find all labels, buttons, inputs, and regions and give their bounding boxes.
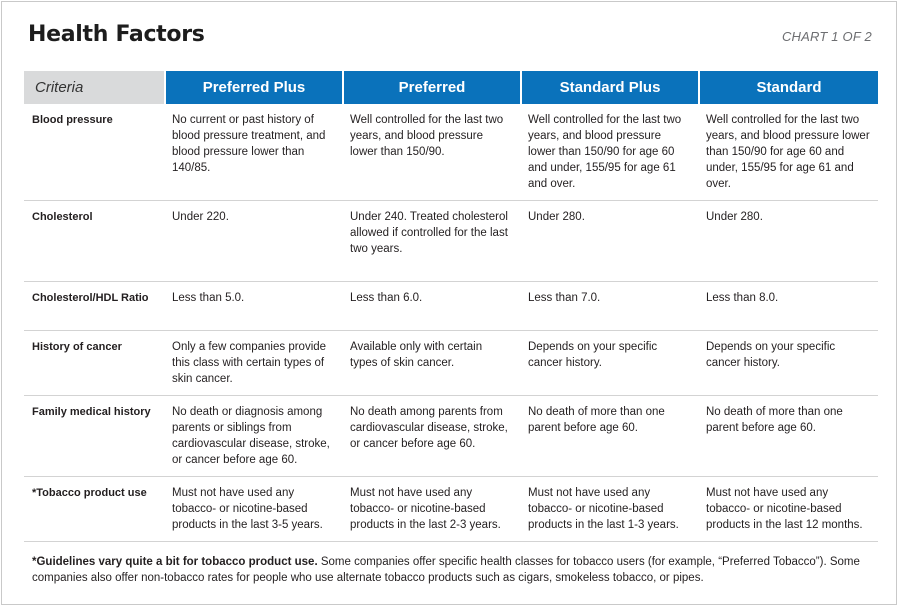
table-cell: Must not have used any tobacco- or nicot… <box>164 477 342 542</box>
table-header-row: Criteria Preferred Plus Preferred Standa… <box>24 71 878 104</box>
table-cell: Under 280. <box>698 201 878 282</box>
table-row: History of cancer Only a few companies p… <box>24 331 878 396</box>
table-cell: No death of more than one parent before … <box>520 396 698 477</box>
table-cell: Only a few companies provide this class … <box>164 331 342 396</box>
table-cell: No current or past history of blood pres… <box>164 104 342 201</box>
table-cell: No death or diagnosis among parents or s… <box>164 396 342 477</box>
row-label: Blood pressure <box>24 104 164 201</box>
table-cell: Depends on your specific cancer history. <box>520 331 698 396</box>
table-row: Blood pressure No current or past histor… <box>24 104 878 201</box>
table-cell: Must not have used any tobacco- or nicot… <box>342 477 520 542</box>
footnote-text: Some companies offer specific health cla… <box>32 556 860 584</box>
table-cell: Depends on your specific cancer history. <box>698 331 878 396</box>
tobacco-footnote: *Guidelines vary quite a bit for tobacco… <box>32 554 872 586</box>
table-cell: Must not have used any tobacco- or nicot… <box>698 477 878 542</box>
table-cell: Under 220. <box>164 201 342 282</box>
table-cell: Well controlled for the last two years, … <box>698 104 878 201</box>
health-factors-table: Criteria Preferred Plus Preferred Standa… <box>24 71 878 542</box>
table-row: Family medical history No death or diagn… <box>24 396 878 477</box>
row-label: Cholesterol <box>24 201 164 282</box>
table-cell: Must not have used any tobacco- or nicot… <box>520 477 698 542</box>
row-label: Cholesterol/HDL Ratio <box>24 282 164 331</box>
row-label: History of cancer <box>24 331 164 396</box>
table-cell: No death of more than one parent before … <box>698 396 878 477</box>
column-header-preferred: Preferred <box>342 71 520 104</box>
column-header-preferred-plus: Preferred Plus <box>164 71 342 104</box>
table-cell: Less than 7.0. <box>520 282 698 331</box>
chart-number-label: CHART 1 OF 2 <box>781 29 872 44</box>
table-cell: No death among parents from cardiovascul… <box>342 396 520 477</box>
row-label: Family medical history <box>24 396 164 477</box>
table-cell: Well controlled for the last two years, … <box>342 104 520 201</box>
column-header-criteria: Criteria <box>24 71 164 104</box>
table-row: *Tobacco product use Must not have used … <box>24 477 878 542</box>
footnote-bold-lead: *Guidelines vary quite a bit for tobacco… <box>32 556 318 568</box>
table-row: Cholesterol Under 220. Under 240. Treate… <box>24 201 878 282</box>
page-title: Health Factors <box>28 22 205 47</box>
row-label: *Tobacco product use <box>24 477 164 542</box>
column-header-standard-plus: Standard Plus <box>520 71 698 104</box>
table-row: Cholesterol/HDL Ratio Less than 5.0. Les… <box>24 282 878 331</box>
table-cell: Less than 5.0. <box>164 282 342 331</box>
table-cell: Well controlled for the last two years, … <box>520 104 698 201</box>
column-header-standard: Standard <box>698 71 878 104</box>
table-cell: Available only with certain types of ski… <box>342 331 520 396</box>
table-cell: Less than 8.0. <box>698 282 878 331</box>
table-cell: Under 280. <box>520 201 698 282</box>
table-cell: Under 240. Treated cholesterol allowed i… <box>342 201 520 282</box>
table-cell: Less than 6.0. <box>342 282 520 331</box>
